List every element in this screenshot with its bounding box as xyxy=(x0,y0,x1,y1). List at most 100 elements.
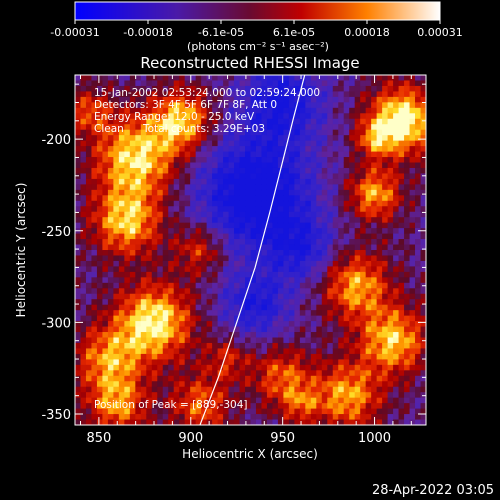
heatmap-cell xyxy=(190,239,197,246)
heatmap-cell xyxy=(365,337,372,344)
heatmap-cell xyxy=(305,239,312,246)
heatmap-cell xyxy=(398,124,405,131)
heatmap-cell xyxy=(96,167,104,175)
heatmap-cell xyxy=(91,211,98,218)
heatmap-cell xyxy=(272,102,279,109)
heatmap-cell xyxy=(277,233,284,240)
heatmap-cell xyxy=(316,397,323,404)
heatmap-cell xyxy=(365,102,372,109)
heatmap-cell xyxy=(343,113,350,120)
heatmap-cell xyxy=(404,184,411,191)
heatmap-cell xyxy=(393,364,400,371)
heatmap-cell xyxy=(261,91,268,98)
heatmap-cell xyxy=(146,135,153,142)
heatmap-cell xyxy=(349,107,356,114)
heatmap-cell xyxy=(195,211,202,218)
heatmap-cell xyxy=(327,184,334,191)
heatmap-cell xyxy=(283,118,290,125)
x-axis-ticks xyxy=(80,75,412,425)
heatmap-cell xyxy=(327,370,334,377)
heatmap-cell xyxy=(343,239,350,246)
heatmap-cell xyxy=(157,151,164,158)
heatmap-cell xyxy=(376,321,383,328)
heatmap-cell xyxy=(343,315,350,322)
heatmap-cell xyxy=(255,299,263,306)
heatmap-cell xyxy=(283,91,290,98)
heatmap-cell xyxy=(404,118,411,125)
heatmap-cell xyxy=(343,419,350,425)
heatmap-cell xyxy=(338,348,345,355)
heatmap-cell xyxy=(338,310,345,317)
heatmap-cell xyxy=(223,195,230,202)
heatmap-cell xyxy=(179,414,186,421)
heatmap-cell xyxy=(294,375,301,382)
heatmap-cell xyxy=(184,146,191,153)
heatmap-cell xyxy=(360,337,367,344)
heatmap-cell xyxy=(85,173,93,180)
heatmap-cell xyxy=(398,370,405,377)
heatmap-cell xyxy=(327,282,334,289)
heatmap-cell xyxy=(327,228,334,235)
heatmap-cell xyxy=(162,107,169,114)
heatmap-cell xyxy=(250,162,257,169)
heatmap-cell xyxy=(299,414,306,421)
heatmap-cell xyxy=(283,337,290,344)
heatmap-cell xyxy=(283,419,290,425)
heatmap-cell xyxy=(349,162,356,169)
heatmap-cell xyxy=(420,222,426,229)
heatmap-cell xyxy=(338,135,345,142)
heatmap-cell xyxy=(212,321,219,328)
heatmap-cell xyxy=(146,266,153,273)
heatmap-cell xyxy=(107,222,114,229)
heatmap-cell xyxy=(393,250,400,257)
heatmap-cell xyxy=(223,129,230,136)
heatmap-cell xyxy=(415,288,422,295)
heatmap-cell xyxy=(75,102,82,109)
heatmap-cell xyxy=(245,342,252,350)
heatmap-cell xyxy=(195,250,202,257)
heatmap-cell xyxy=(354,113,361,120)
heatmap-cell xyxy=(327,80,334,87)
heatmap-cell xyxy=(146,337,153,344)
heatmap-cell xyxy=(162,326,169,333)
heatmap-cell xyxy=(228,200,235,207)
heatmap-cell xyxy=(371,364,378,371)
heatmap-cell xyxy=(277,419,284,425)
heatmap-cell xyxy=(266,146,274,153)
heatmap-cell xyxy=(206,321,213,328)
heatmap-cell xyxy=(288,211,295,218)
heatmap-cell xyxy=(409,178,416,185)
heatmap-cell xyxy=(201,392,208,399)
heatmap-cell xyxy=(223,403,230,410)
heatmap-cell xyxy=(75,288,82,295)
heatmap-cell xyxy=(299,162,306,169)
heatmap-cell xyxy=(107,124,114,131)
heatmap-cell xyxy=(365,359,372,366)
heatmap-cell xyxy=(272,266,279,273)
heatmap-cell xyxy=(118,162,125,169)
heatmap-cell xyxy=(129,151,136,158)
heatmap-cell xyxy=(310,381,317,388)
heatmap-cell xyxy=(343,370,350,377)
heatmap-cell xyxy=(75,321,82,328)
heatmap-cell xyxy=(151,375,158,382)
heatmap-cell xyxy=(409,233,416,240)
heatmap-cell xyxy=(321,129,328,136)
heatmap-cell xyxy=(146,75,153,82)
heatmap-cell xyxy=(140,342,147,350)
heatmap-cell xyxy=(201,321,208,328)
heatmap-cell xyxy=(195,162,202,169)
heatmap-cell xyxy=(376,217,383,224)
heatmap-cell xyxy=(354,200,361,207)
heatmap-cell xyxy=(179,386,186,393)
heatmap-cell xyxy=(91,364,98,371)
heatmap-cell xyxy=(371,140,378,147)
heatmap-cell xyxy=(321,332,328,339)
heatmap-cell xyxy=(409,107,416,114)
heatmap-cell xyxy=(266,310,274,317)
heatmap-cell xyxy=(398,326,405,333)
heatmap-cell xyxy=(349,129,356,136)
heatmap-cell xyxy=(365,255,372,262)
heatmap-cell xyxy=(277,206,284,213)
heatmap-cell xyxy=(360,151,367,158)
